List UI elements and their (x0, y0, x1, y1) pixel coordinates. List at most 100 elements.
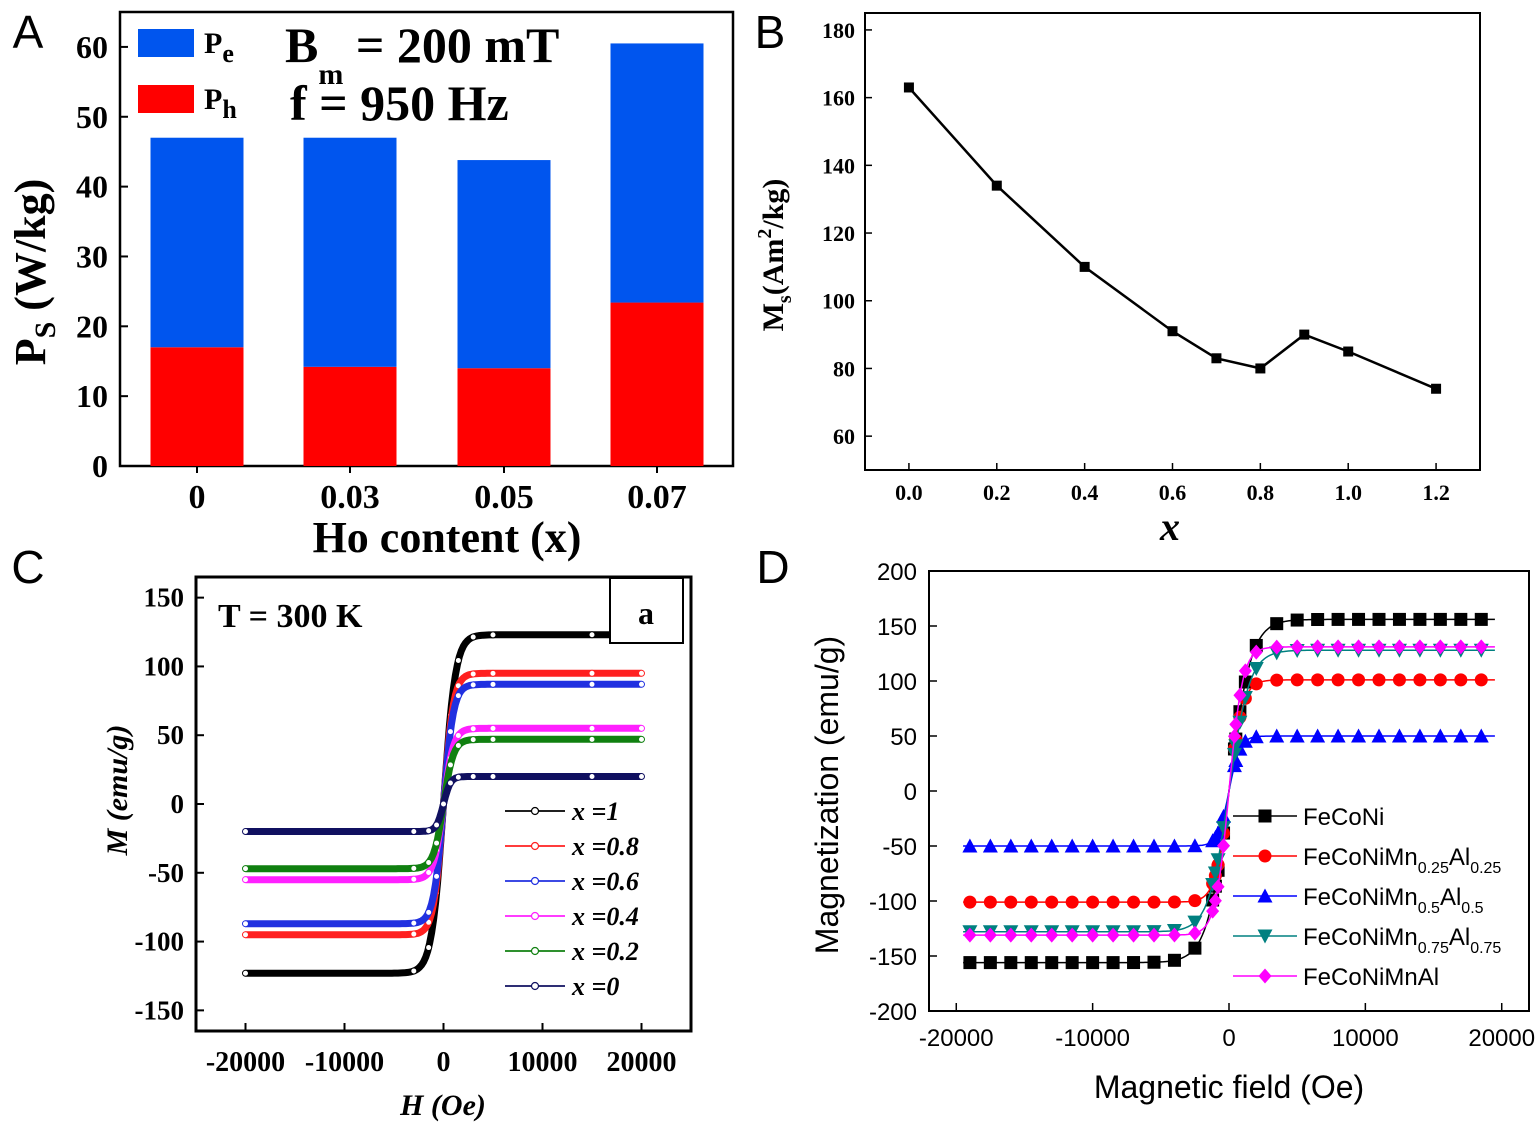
legend-label-part: FeCoNiMn (1303, 844, 1418, 871)
data-point (433, 872, 441, 880)
x-axis-label: H (Oe) (399, 1089, 486, 1122)
x-tick-label: 0.8 (1247, 480, 1275, 505)
x-tick-label: -10000 (305, 1047, 384, 1078)
legend-label-part: FeCoNiMn (1303, 884, 1418, 911)
data-point (1045, 927, 1059, 943)
data-point (1065, 895, 1079, 909)
data-point (1372, 612, 1386, 626)
data-point (1289, 728, 1305, 743)
x-tick-label: 0 (1222, 1025, 1235, 1052)
data-point (1248, 729, 1264, 744)
y-tick-label: 50 (157, 720, 184, 750)
legend-label-sub: 0.25 (1470, 860, 1501, 877)
data-point (1187, 915, 1203, 930)
data-point (903, 82, 914, 93)
x-tick-label: 0.05 (474, 479, 534, 516)
data-point (454, 692, 462, 700)
data-point (446, 728, 454, 736)
y-tick-label: 30 (76, 238, 108, 274)
data-point (1474, 612, 1488, 626)
data-point (1372, 673, 1386, 687)
y-tick-label: 50 (890, 724, 917, 751)
legend-label: FeCoNiMnAl (1303, 964, 1439, 991)
bar-p-e (150, 137, 244, 348)
data-point (963, 895, 977, 909)
data-point (638, 680, 645, 688)
legend-swatch (138, 85, 194, 113)
data-point (1311, 639, 1325, 655)
data-point (1290, 639, 1304, 655)
data-point (425, 827, 433, 835)
data-point (1269, 728, 1285, 743)
x-tick-label: 20000 (607, 1047, 677, 1078)
data-point (1004, 895, 1018, 909)
data-point (1431, 383, 1442, 394)
data-point (454, 732, 462, 740)
data-point (1228, 739, 1244, 754)
legend-marker (530, 981, 540, 991)
data-point (1237, 733, 1253, 748)
legend-label-sub: e (222, 39, 234, 68)
legend-label: Pe (204, 27, 234, 68)
legend-marker (530, 876, 540, 886)
data-point (1227, 728, 1241, 744)
y-tick-label: 50 (76, 99, 108, 135)
data-point (1106, 956, 1120, 970)
data-point (1248, 661, 1264, 676)
data-point (1392, 612, 1406, 626)
panel-c: -150 -100 -50 0 50 100 150 -20000 -10000 0 10000 20… (101, 575, 693, 1122)
x-tick-label: 0 (189, 479, 206, 516)
x-tick-label: 0.4 (1071, 480, 1099, 505)
data-point (469, 681, 477, 689)
legend-label: FeCoNiMn0.5Al0.5 (1303, 884, 1484, 917)
data-point (1310, 728, 1326, 743)
x-tick-label: 0.03 (320, 479, 380, 516)
data-point (1023, 838, 1039, 853)
y-tick-label: 180 (822, 18, 855, 43)
data-point (425, 859, 433, 867)
legend-swatch (138, 29, 194, 57)
data-point (1433, 673, 1447, 687)
data-point (1188, 894, 1202, 908)
data-point (242, 969, 249, 977)
data-point (1045, 895, 1059, 909)
data-point (1216, 808, 1232, 823)
inset-label-box (609, 577, 684, 644)
data-point (242, 828, 249, 836)
x-tick-label: -20000 (206, 1047, 285, 1078)
panel-b-frame (864, 12, 1481, 471)
y-label-main: P (6, 338, 55, 365)
x-tick-label: 0.07 (627, 479, 687, 516)
data-point (425, 868, 433, 876)
data-point (1391, 728, 1407, 743)
y-tick-label: -200 (869, 999, 917, 1026)
panel-label-c: C (11, 541, 44, 593)
y-tick-label: 100 (877, 669, 917, 696)
data-point (489, 724, 497, 732)
data-point (454, 741, 462, 749)
y-tick-label: 20 (76, 308, 108, 344)
data-point (1432, 728, 1448, 743)
data-point (1147, 927, 1161, 943)
data-point (1004, 956, 1018, 970)
legend-label-main: P (204, 27, 222, 60)
y-tick-label: -150 (869, 944, 917, 971)
data-point (1226, 747, 1242, 762)
data-point (410, 828, 418, 836)
legend-marker (1258, 849, 1272, 863)
bar-p-e (303, 137, 397, 367)
data-point (1352, 673, 1366, 687)
legend-marker (1258, 968, 1272, 984)
data-point (1372, 639, 1386, 655)
legend-label-sub: 0.25 (1418, 860, 1449, 877)
data-point (588, 772, 596, 780)
legend-marker (530, 841, 540, 851)
x-tick-label: -10000 (1055, 1025, 1130, 1052)
x-tick-label: 0.6 (1159, 480, 1187, 505)
y-tick-label: 40 (76, 169, 108, 205)
y-tick-label: -100 (869, 889, 917, 916)
y-tick-label: 150 (877, 614, 917, 641)
data-point (983, 895, 997, 909)
annotation-bm: Bm = 200 mT (285, 17, 559, 91)
